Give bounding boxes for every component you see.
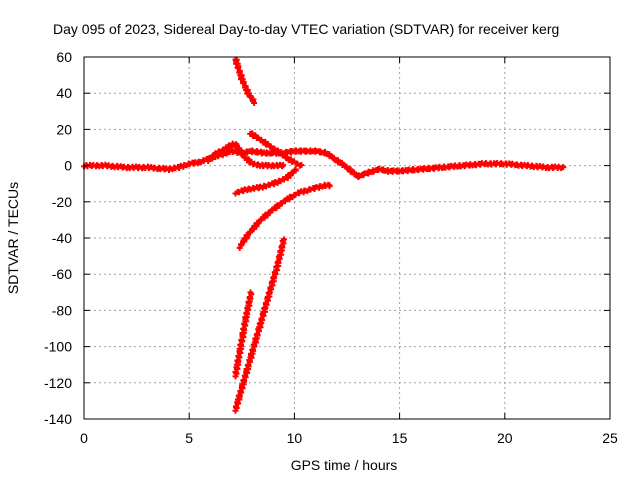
series-steep-descent-a bbox=[232, 289, 255, 380]
series-steep-descent-b bbox=[232, 236, 287, 414]
y-axis-ticks: -140 -120 -100 -80 -60 -40 -20 0 20 40 60 bbox=[44, 49, 610, 427]
series-arc-top-descending bbox=[232, 56, 258, 106]
y-tick-label: -20 bbox=[52, 194, 72, 210]
x-tick-label: 0 bbox=[80, 430, 88, 446]
y-tick-label: 40 bbox=[56, 85, 72, 101]
x-tick-label: 15 bbox=[392, 430, 408, 446]
series-arc-lower-rising bbox=[232, 166, 299, 197]
y-axis-label: SDTVAR / TECUs bbox=[5, 182, 21, 294]
data-series bbox=[81, 56, 567, 414]
series-points bbox=[205, 140, 240, 164]
x-tick-label: 5 bbox=[185, 430, 193, 446]
x-axis-label: GPS time / hours bbox=[291, 457, 398, 473]
series-cluster-bump bbox=[205, 140, 240, 164]
y-tick-label: 0 bbox=[64, 158, 72, 174]
series-points bbox=[232, 166, 299, 197]
x-axis-ticks: 0 5 10 15 20 25 bbox=[80, 57, 618, 446]
y-tick-label: 60 bbox=[56, 49, 72, 65]
y-tick-label: -140 bbox=[44, 411, 72, 427]
x-tick-label: 10 bbox=[287, 430, 303, 446]
series-points bbox=[232, 236, 287, 414]
x-tick-label: 25 bbox=[602, 430, 618, 446]
y-tick-label: -80 bbox=[52, 302, 72, 318]
series-arc-upper-right bbox=[247, 130, 305, 169]
series-points bbox=[247, 130, 305, 169]
series-points bbox=[236, 181, 333, 251]
y-tick-label: 20 bbox=[56, 121, 72, 137]
y-tick-label: -60 bbox=[52, 266, 72, 282]
y-tick-label: -120 bbox=[44, 375, 72, 391]
y-tick-label: -100 bbox=[44, 339, 72, 355]
series-arc-lower-long bbox=[236, 181, 333, 251]
x-tick-label: 20 bbox=[497, 430, 513, 446]
y-tick-label: -40 bbox=[52, 230, 72, 246]
grid bbox=[84, 57, 610, 419]
series-points bbox=[232, 56, 258, 106]
series-points bbox=[232, 289, 255, 380]
chart-title: Day 095 of 2023, Sidereal Day-to-day VTE… bbox=[53, 21, 559, 37]
